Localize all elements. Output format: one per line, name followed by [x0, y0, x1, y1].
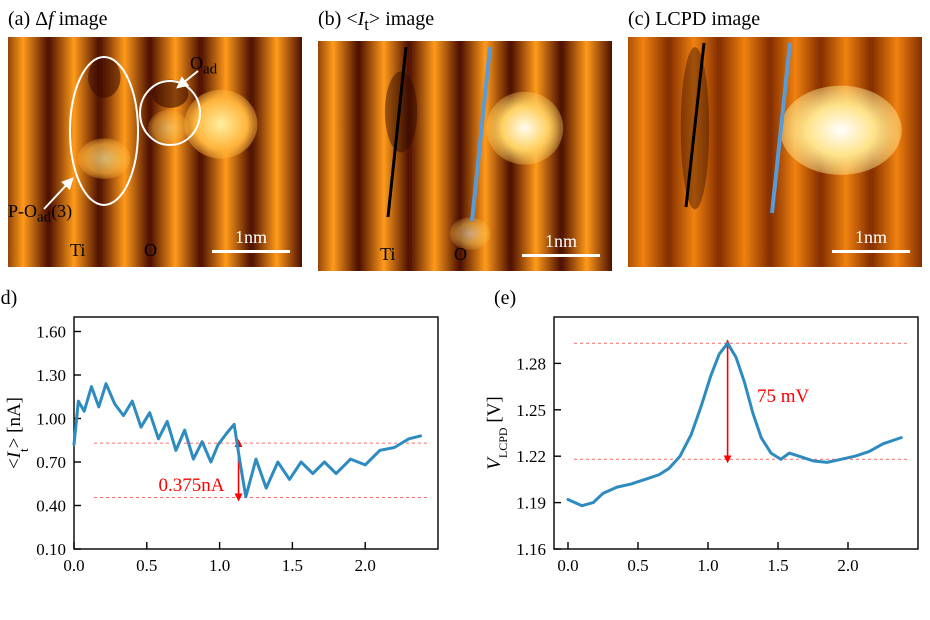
svg-text:1.5: 1.5	[767, 556, 788, 575]
svg-text:0.0: 0.0	[63, 556, 84, 575]
svg-text:1.60: 1.60	[36, 323, 66, 342]
svg-text:0.10: 0.10	[36, 540, 66, 559]
panel-a-label-ti: Ti	[70, 240, 85, 261]
svg-text:0.5: 0.5	[136, 556, 157, 575]
panel-b-scalebar-line	[522, 254, 600, 257]
chart-d-plot: 0.0 0.5 1.0 1.5 2.0 0.10 0.40 0.70 1.00 1.30 1.60 <…	[0, 293, 448, 593]
panel-a-ellipse-oad	[140, 81, 200, 145]
panel-b-line-blue	[472, 47, 490, 221]
panel-c: (c) LCPD image	[628, 8, 922, 271]
panel-c-line-black	[686, 43, 704, 207]
panel-b-scalebar-text: 1nm	[545, 231, 577, 252]
svg-text:0.70: 0.70	[36, 453, 66, 472]
panel-a-scalebar-line	[212, 250, 290, 253]
svg-text:1.00: 1.00	[36, 410, 66, 429]
chart-d-title: (d)	[0, 287, 17, 310]
svg-text:1.0: 1.0	[209, 556, 230, 575]
panel-a-image: Oad P-Oad(3) Ti O 1nm	[8, 37, 302, 267]
panel-b-title: (b) <It> image	[318, 8, 612, 35]
svg-text:VLCPD [V]: VLCPD [V]	[484, 396, 510, 469]
svg-text:<It> [nA]: <It> [nA]	[4, 397, 31, 469]
svg-text:1.28: 1.28	[516, 354, 546, 373]
panel-c-scalebar-text: 1nm	[855, 227, 887, 248]
svg-text:1.30: 1.30	[36, 366, 66, 385]
svg-text:1.5: 1.5	[282, 556, 303, 575]
svg-text:0.40: 0.40	[36, 497, 66, 516]
svg-text:0.375nA: 0.375nA	[158, 475, 224, 496]
svg-text:75 mV: 75 mV	[757, 386, 810, 407]
svg-text:1.25: 1.25	[516, 401, 546, 420]
svg-text:2.0: 2.0	[837, 556, 858, 575]
panel-c-line-blue	[772, 43, 790, 213]
chart-e-title: (e)	[494, 287, 516, 310]
panel-a-ellipse-poad	[70, 57, 138, 205]
chart-d: (d) 0.00.51.01.52.00.100.400.701.001.301…	[0, 293, 448, 593]
svg-text:2.0: 2.0	[355, 556, 376, 575]
panel-b-title-prefix: (b) <	[318, 8, 358, 30]
panel-b-scalebar: 1nm	[522, 231, 600, 257]
panel-b-label-ti: Ti	[380, 244, 395, 265]
panel-c-scalebar-line	[832, 250, 910, 253]
panel-b-image: Ti O 1nm	[318, 41, 612, 271]
panel-a-label-poad: P-Oad(3)	[8, 201, 72, 227]
panel-a-label-oad: Oad	[190, 53, 217, 79]
panel-b-title-suffix: > image	[369, 8, 434, 30]
panel-a-scalebar: 1nm	[212, 227, 290, 253]
svg-text:1.19: 1.19	[516, 494, 546, 513]
panel-b-label-o: O	[454, 244, 467, 265]
panel-b: (b) <It> image	[318, 8, 612, 271]
panel-b-line-black	[388, 47, 406, 217]
panel-a: (a) Δf image	[8, 8, 302, 271]
svg-text:0.5: 0.5	[627, 556, 648, 575]
panel-a-title: (a) Δf image	[8, 8, 302, 31]
svg-text:1.22: 1.22	[516, 447, 546, 466]
panel-c-title: (c) LCPD image	[628, 8, 922, 31]
panel-a-label-o: O	[144, 240, 157, 261]
panel-c-image: 1nm	[628, 37, 922, 267]
svg-text:1.16: 1.16	[516, 540, 546, 559]
chart-e-plot: 0.0 0.5 1.0 1.5 2.0 1.16 1.19 1.22 1.25 1.28 VLCPD…	[480, 293, 928, 593]
panel-c-scalebar: 1nm	[832, 227, 910, 253]
panel-a-title-suffix: image	[54, 8, 108, 30]
svg-text:1.0: 1.0	[697, 556, 718, 575]
svg-text:0.0: 0.0	[557, 556, 578, 575]
panel-a-title-prefix: (a) Δ	[8, 8, 48, 30]
chart-e: (e) 0.00.51.01.52.01.161.191.221.251.28V…	[480, 293, 928, 593]
panel-a-scalebar-text: 1nm	[235, 227, 267, 248]
